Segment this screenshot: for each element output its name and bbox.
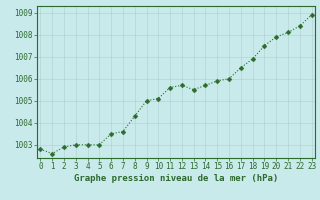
X-axis label: Graphe pression niveau de la mer (hPa): Graphe pression niveau de la mer (hPa) xyxy=(74,174,278,183)
